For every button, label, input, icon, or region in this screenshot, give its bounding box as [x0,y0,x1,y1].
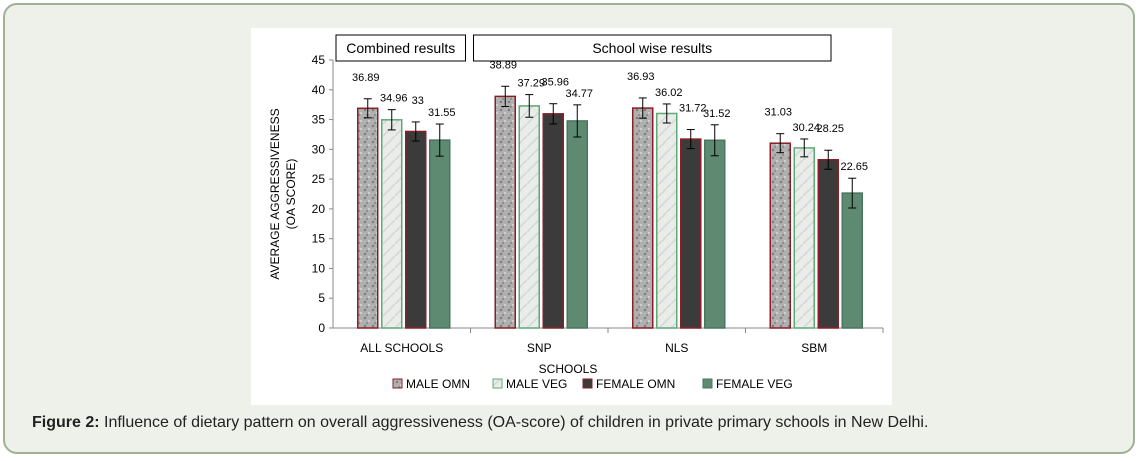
data-label: 31.52 [703,108,731,120]
data-label: 36.02 [655,87,683,99]
chart-container: 0 5 10 15 20 25 30 35 40 45 AVERAGE AGGRESSIVENESS… [251,28,892,405]
bar-male-omn [632,107,654,329]
y-tick-label: 20 [312,202,326,216]
group-header-combined: Combined results [346,40,455,56]
y-tick-label: 45 [312,53,326,67]
data-label: 35.96 [541,77,569,89]
legend-swatch [582,378,593,389]
group-header-school-wise: School wise results [592,40,712,56]
bar-female-veg [429,139,451,329]
bar-female-veg [841,192,863,329]
x-tick-label: SBM [801,341,827,355]
bar-female-omn [680,138,702,329]
data-label: 28.25 [816,123,844,135]
data-label: 22.65 [840,161,868,173]
y-tick-label: 25 [312,172,326,186]
bar-male-omn [494,95,516,329]
x-tick-label: ALL SCHOOLS [360,341,443,355]
y-tick-label: 40 [312,83,326,97]
y-tick-label: 30 [312,142,326,156]
legend-swatch [492,378,503,389]
data-label: 37.29 [517,78,545,90]
bar-female-omn [542,113,564,329]
caption-label: Figure 2: [32,414,100,431]
caption-text: Influence of dietary pattern on overall … [99,414,929,431]
bar-chart: 0 5 10 15 20 25 30 35 40 45 AVERAGE AGGRESSIVENESS… [268,34,884,391]
y-tick-label: 10 [312,261,326,275]
x-axis-label: SCHOOLS [539,362,598,376]
group-header-box [335,34,466,62]
data-label: 38.89 [489,59,517,71]
y-axis-label-units: (OA SCORE) [284,159,298,230]
y-tick-label: 35 [312,113,326,127]
legend-label: FEMALE VEG [716,377,793,391]
data-label: 36.93 [627,71,655,83]
legend-label: FEMALE OMN [596,377,675,391]
data-label: 30.24 [792,122,820,134]
data-label: 33 [412,95,424,107]
data-label: 31.03 [764,107,792,119]
bar-female-veg [566,120,588,329]
x-tick-label: SNP [527,341,552,355]
figure-caption: Figure 2: Influence of dietary pattern o… [32,414,928,432]
data-label: 31.72 [679,103,707,115]
bar-female-omn [817,159,839,329]
legend-swatch [392,378,403,389]
y-axis-label: AVERAGE AGGRESSIVENESS [268,108,282,279]
bar-male-veg [656,112,678,329]
bar-male-veg [381,119,403,329]
data-label: 31.55 [428,107,456,119]
y-tick-label: 0 [318,321,325,335]
y-tick-label: 5 [318,291,325,305]
bar-male-veg [518,105,540,329]
data-label: 36.89 [352,72,380,84]
bar-male-veg [793,147,815,329]
y-tick-label: 15 [312,232,326,246]
bar-female-omn [405,130,427,329]
bar-female-veg [704,139,726,329]
data-label: 34.96 [380,93,408,105]
legend-label: MALE VEG [506,377,567,391]
data-label: 34.77 [565,88,593,100]
group-header-box [473,34,832,62]
x-tick-label: NLS [665,341,688,355]
legend-swatch [702,378,713,389]
bar-male-omn [769,142,791,329]
bar-male-omn [357,107,379,329]
legend-label: MALE OMN [406,377,470,391]
